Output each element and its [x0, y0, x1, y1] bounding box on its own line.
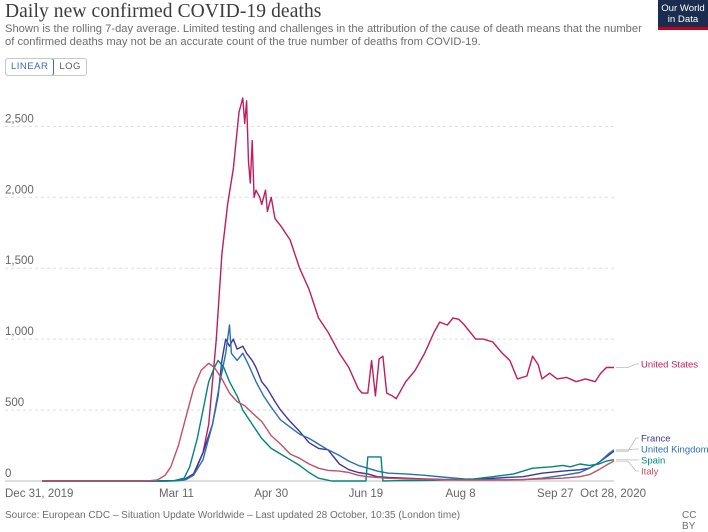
y-tick-label: 2,500: [5, 113, 34, 125]
end-label-france[interactable]: France: [641, 434, 671, 445]
source-note: Source: European CDC – Situation Update …: [5, 510, 460, 521]
grid-lines: [5, 126, 614, 481]
y-tick-label: 2,000: [5, 184, 34, 196]
y-tick-label: 500: [5, 397, 24, 409]
y-axis-labels: 0 500 1,000 1,500 2,000 2,500: [5, 113, 34, 480]
end-label-spain[interactable]: Spain: [641, 456, 665, 467]
end-label-united-states[interactable]: United States: [641, 360, 698, 371]
series-line-spain[interactable]: [42, 360, 614, 481]
y-tick-label: 1,000: [5, 326, 34, 338]
x-tick-label: Jun 19: [349, 488, 384, 500]
y-tick-label: 0: [5, 468, 11, 480]
series-lines: [42, 98, 614, 481]
end-label-italy[interactable]: Italy: [641, 467, 659, 478]
end-label-connector: [616, 449, 639, 450]
x-tick-label: Oct 28, 2020: [580, 488, 646, 500]
y-tick-label: 1,500: [5, 255, 34, 267]
series-line-italy[interactable]: [42, 363, 614, 481]
x-tick-label: Apr 30: [254, 488, 288, 500]
x-tick-label: Sep 27: [537, 488, 573, 500]
license-link[interactable]: CC BY: [682, 510, 708, 532]
x-tick-label: Dec 31, 2019: [5, 488, 73, 500]
x-tick-label: Mar 11: [159, 488, 194, 500]
end-label-connector: [616, 364, 639, 368]
x-axis-labels: Dec 31, 2019 Mar 11 Apr 30 Jun 19 Aug 8 Sep 2…: [5, 488, 646, 500]
x-tick-label: Aug 8: [446, 488, 476, 500]
line-chart: 0 500 1,000 1,500 2,000 2,500 Dec 31, 2019 Mar…: [0, 0, 708, 505]
series-line-united-states[interactable]: [42, 98, 614, 481]
series-line-united-kingdom[interactable]: [42, 325, 614, 481]
end-label-connector: [616, 461, 639, 471]
end-label-united-kingdom[interactable]: United Kingdom: [641, 445, 708, 456]
